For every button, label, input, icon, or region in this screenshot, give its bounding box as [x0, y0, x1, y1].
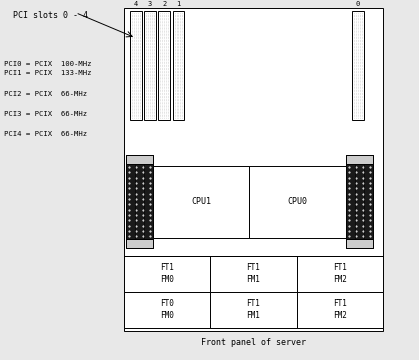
Bar	[346, 155, 373, 164]
Bar	[346, 155, 373, 248]
Text: 3: 3	[148, 1, 152, 7]
Bar	[346, 239, 373, 248]
Text: FT1
FM0: FT1 FM0	[160, 263, 174, 284]
Text: PCI0 = PCIX  100-MHz: PCI0 = PCIX 100-MHz	[4, 61, 92, 67]
Bar	[126, 239, 153, 248]
Text: 1: 1	[176, 1, 181, 7]
Text: PCI2 = PCIX  66-MHz: PCI2 = PCIX 66-MHz	[4, 91, 87, 96]
Bar	[297, 256, 383, 292]
Bar	[210, 256, 297, 292]
Text: 0: 0	[356, 1, 360, 7]
Text: PCI3 = PCIX  66-MHz: PCI3 = PCIX 66-MHz	[4, 111, 87, 117]
Bar	[158, 10, 170, 120]
Bar	[173, 10, 184, 120]
Text: PCI4 = PCIX  66-MHz: PCI4 = PCIX 66-MHz	[4, 131, 87, 137]
Text: FT1
FM1: FT1 FM1	[246, 299, 261, 320]
Bar	[126, 155, 153, 164]
Text: CPU1: CPU1	[191, 197, 211, 206]
Bar	[144, 10, 156, 120]
Text: 4: 4	[134, 1, 138, 7]
Text: CPU0: CPU0	[287, 197, 308, 206]
Text: PCI1 = PCIX  133-MHz: PCI1 = PCIX 133-MHz	[4, 71, 92, 76]
Bar	[124, 292, 210, 328]
Bar	[249, 166, 346, 238]
Text: 2: 2	[162, 1, 166, 7]
Bar	[352, 10, 364, 120]
Bar	[126, 155, 153, 248]
Text: FT1
FM1: FT1 FM1	[246, 263, 261, 284]
Bar	[153, 166, 249, 238]
Text: Front panel of server: Front panel of server	[201, 338, 306, 347]
Text: FT0
FM0: FT0 FM0	[160, 299, 174, 320]
Bar	[124, 256, 210, 292]
Text: FT1
FM2: FT1 FM2	[333, 263, 347, 284]
Bar	[130, 10, 142, 120]
Text: PCI slots 0 - 4: PCI slots 0 - 4	[13, 10, 88, 19]
Bar	[297, 292, 383, 328]
Text: FT1
FM2: FT1 FM2	[333, 299, 347, 320]
Bar	[124, 8, 383, 330]
Bar	[210, 292, 297, 328]
Bar	[124, 256, 383, 328]
